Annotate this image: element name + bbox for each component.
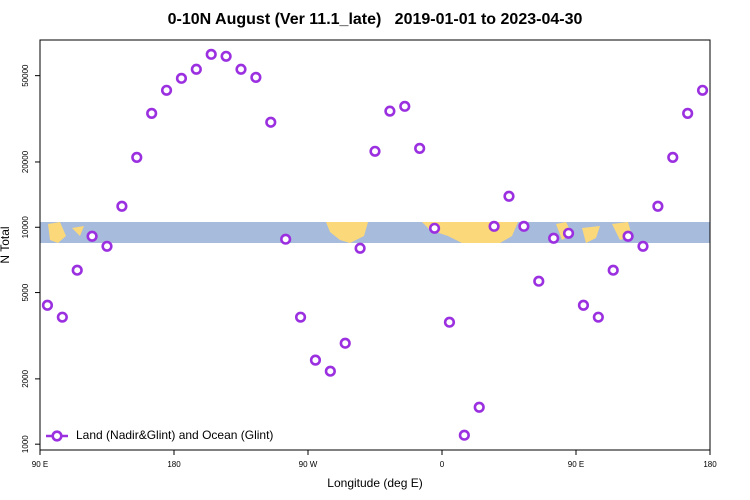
data-point xyxy=(101,240,113,252)
data-point xyxy=(667,151,679,163)
legend-marker xyxy=(51,430,63,442)
data-point xyxy=(280,233,292,245)
data-point xyxy=(682,107,694,119)
y-tick-label: 2000 xyxy=(21,369,30,387)
data-point xyxy=(458,429,470,441)
data-point xyxy=(399,100,411,112)
y-tick-label: 5000 xyxy=(21,283,30,301)
data-point xyxy=(637,240,649,252)
data-point xyxy=(488,220,500,232)
data-point xyxy=(533,275,545,287)
data-point xyxy=(146,107,158,119)
x-tick-label: 180 xyxy=(703,460,717,469)
data-point xyxy=(577,299,590,311)
data-point xyxy=(369,145,381,157)
data-point xyxy=(548,232,560,244)
plot-frame xyxy=(39,39,711,451)
data-point xyxy=(324,365,336,377)
data-point xyxy=(190,63,202,75)
data-point xyxy=(384,105,396,117)
data-point xyxy=(652,200,664,212)
y-tick-label: 1000 xyxy=(21,435,30,453)
data-point xyxy=(71,264,83,276)
y-tick-label: 20000 xyxy=(21,150,30,173)
x-axis-label: Longitude (deg E) xyxy=(327,476,422,490)
y-tick-label: 50000 xyxy=(21,64,30,87)
data-point xyxy=(443,316,456,328)
x-tick-label: 90 W xyxy=(299,460,318,469)
data-point xyxy=(592,311,604,323)
data-point xyxy=(414,142,426,154)
chart-title: 0-10N August (Ver 11.1_late) 2019-01-01 … xyxy=(168,11,583,28)
data-point xyxy=(309,354,322,366)
map-band xyxy=(40,222,710,243)
data-point xyxy=(428,222,441,234)
data-point xyxy=(56,311,68,323)
data-point xyxy=(160,84,173,96)
data-point xyxy=(235,63,247,75)
data-point xyxy=(562,227,575,239)
x-tick-label: 180 xyxy=(167,460,181,469)
data-point xyxy=(518,220,530,232)
data-point xyxy=(473,401,485,413)
data-point xyxy=(250,71,262,83)
y-tick-label: 10000 xyxy=(21,216,30,239)
y-axis-label: N Total xyxy=(0,226,12,263)
data-point xyxy=(354,242,366,254)
data-point xyxy=(607,264,619,276)
data-point xyxy=(696,84,709,96)
data-point xyxy=(41,299,54,311)
data-point xyxy=(294,311,307,323)
data-point xyxy=(131,151,143,163)
data-point xyxy=(339,337,351,349)
x-tick-label: 90 E xyxy=(32,460,48,469)
data-point xyxy=(503,190,515,202)
x-tick-label: 0 xyxy=(440,460,445,469)
x-tick-label: 90 E xyxy=(568,460,584,469)
data-point xyxy=(86,230,98,242)
data-point xyxy=(220,50,232,62)
data-point xyxy=(175,72,188,84)
legend-label: Land (Nadir&Glint) and Ocean (Glint) xyxy=(76,428,273,442)
data-point xyxy=(265,116,277,128)
data-point xyxy=(205,48,217,60)
data-point xyxy=(116,200,128,212)
data-point xyxy=(622,230,634,242)
